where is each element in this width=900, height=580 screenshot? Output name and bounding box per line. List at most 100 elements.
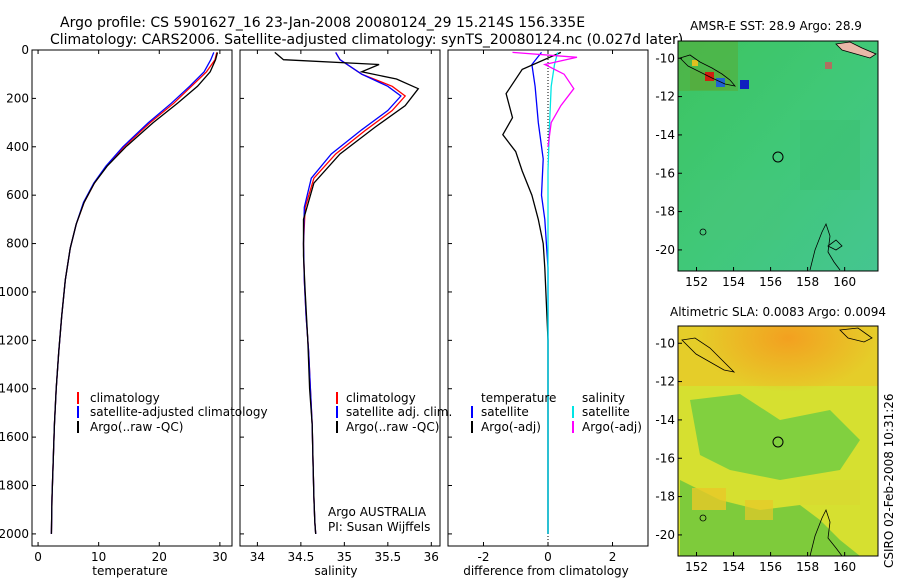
y-tick-label: 1600 bbox=[0, 430, 29, 444]
sla-marker bbox=[772, 436, 784, 448]
credit: Argo AUSTRALIA bbox=[328, 505, 427, 519]
difference-xlabel: difference from climatology bbox=[463, 564, 629, 578]
sst-marker bbox=[772, 151, 784, 163]
legend-temp-argo: Argo(-adj) bbox=[481, 420, 541, 434]
sst-lon-ticks: 152 154 156 158 160 bbox=[685, 267, 856, 289]
legend-salinity-header: salinity bbox=[582, 391, 625, 405]
series-line-satellite-adjusted-climatology bbox=[50, 52, 215, 534]
legend-argo: Argo(..raw -QC) bbox=[346, 420, 439, 434]
coastline bbox=[835, 41, 877, 59]
legend-satellite-adj-clim: satellite adj. clim. bbox=[346, 405, 452, 419]
temperature-panel: 0 10 20 30 0 200 400 600 800 1000 1200 1400 1600 180… bbox=[0, 43, 268, 578]
y-tick-label: 2000 bbox=[0, 527, 29, 541]
lon-tick-label: 160 bbox=[833, 560, 856, 574]
y-tick-label: 200 bbox=[6, 91, 29, 105]
sla-map-axes bbox=[677, 325, 879, 557]
lat-tick-label: -14 bbox=[655, 413, 675, 427]
lat-tick-label: -12 bbox=[655, 90, 675, 104]
contour bbox=[809, 508, 843, 557]
lat-tick-label: -10 bbox=[655, 51, 675, 65]
lon-tick-label: 152 bbox=[685, 560, 708, 574]
sst-map-title: AMSR-E SST: 28.9 Argo: 28.9 bbox=[690, 19, 862, 33]
y-tick-label: 1800 bbox=[0, 479, 29, 493]
legend-temperature-header: temperature bbox=[481, 391, 556, 405]
y-tick-label: 400 bbox=[6, 140, 29, 154]
legend-sal-satellite: satellite bbox=[582, 405, 630, 419]
sla-lat-ticks: -10 -12 -14 -16 -18 -20 bbox=[655, 336, 682, 542]
lon-tick-label: 158 bbox=[796, 275, 819, 289]
series-line-satellite-adj-clim- bbox=[302, 52, 402, 534]
x-tick-label: 10 bbox=[91, 550, 106, 564]
lon-tick-label: 152 bbox=[685, 275, 708, 289]
lon-tick-label: 160 bbox=[833, 275, 856, 289]
lat-tick-label: -10 bbox=[655, 336, 675, 350]
sst-map-axes bbox=[677, 40, 879, 272]
depth-yticks: 0 200 400 600 800 1000 1200 1400 1600 1800 2000 bbox=[0, 43, 36, 541]
y-tick-label: 1000 bbox=[0, 285, 29, 299]
lat-tick-label: -18 bbox=[655, 490, 675, 504]
lon-tick-label: 158 bbox=[796, 560, 819, 574]
y-tick-label: 1400 bbox=[0, 382, 29, 396]
legend-satellite-adjusted-climatology: satellite-adjusted climatology bbox=[90, 405, 268, 419]
y-tick-label: 0 bbox=[21, 43, 29, 57]
lat-tick-label: -20 bbox=[655, 528, 675, 542]
legend-temp-satellite: satellite bbox=[481, 405, 529, 419]
x-tick-label: -2 bbox=[477, 550, 489, 564]
title-line-1: Argo profile: CS 5901627_16 23-Jan-2008 … bbox=[60, 15, 585, 31]
x-tick-label: 20 bbox=[152, 550, 167, 564]
salinity-xlabel: salinity bbox=[314, 564, 357, 578]
x-tick-label: 0 bbox=[34, 550, 42, 564]
lat-tick-label: -20 bbox=[655, 243, 675, 257]
difference-lines bbox=[448, 49, 578, 535]
contour bbox=[827, 239, 843, 251]
lat-tick-label: -18 bbox=[655, 205, 675, 219]
temperature-axes bbox=[31, 49, 233, 547]
series-line-climatology bbox=[50, 52, 218, 534]
x-tick-label: 0 bbox=[544, 550, 552, 564]
sla-map-panel: Altimetric SLA: 0.0083 Argo: 0.0094 152 1… bbox=[655, 305, 886, 574]
sla-map-title: Altimetric SLA: 0.0083 Argo: 0.0094 bbox=[670, 305, 886, 319]
temperature-xlabel: temperature bbox=[92, 564, 167, 578]
legend-sal-argo: Argo(-adj) bbox=[582, 420, 642, 434]
sst-map-panel: AMSR-E SST: 28.9 Argo: 28.9 152 154 156 158… bbox=[655, 19, 879, 289]
series-line-temperature-argo-adj- bbox=[502, 51, 562, 534]
salinity-xticks: 34 34.5 35 35.5 36 bbox=[250, 50, 439, 564]
coastline bbox=[839, 327, 873, 343]
y-tick-label: 600 bbox=[6, 188, 29, 202]
temperature-legend: climatology satellite-adjusted climatolo… bbox=[77, 391, 268, 434]
legend-climatology: climatology bbox=[346, 391, 416, 405]
series-line-argo-raw-qc- bbox=[50, 52, 219, 534]
legend-climatology: climatology bbox=[90, 391, 160, 405]
x-tick-label: 36 bbox=[424, 550, 439, 564]
lat-tick-label: -16 bbox=[655, 166, 675, 180]
difference-xticks: -2 0 2 bbox=[477, 50, 616, 564]
salinity-legend: climatology satellite adj. clim. Argo(..… bbox=[336, 391, 452, 434]
lat-tick-label: -14 bbox=[655, 128, 675, 142]
sst-lat-ticks: -10 -12 -14 -16 -18 -20 bbox=[655, 51, 682, 257]
x-tick-label: 30 bbox=[212, 550, 227, 564]
lat-tick-label: -12 bbox=[655, 375, 675, 389]
lon-tick-label: 156 bbox=[759, 275, 782, 289]
sla-lon-ticks: 152 154 156 158 160 bbox=[685, 552, 856, 574]
y-tick-label: 1200 bbox=[0, 333, 29, 347]
x-tick-label: 35.5 bbox=[374, 550, 401, 564]
lat-tick-label: -16 bbox=[655, 451, 675, 465]
series-line-climatology bbox=[302, 52, 407, 534]
y-tick-label: 800 bbox=[6, 237, 29, 251]
series-line-salinity-argo-adj- bbox=[512, 51, 578, 147]
pi: PI: Susan Wijffels bbox=[328, 520, 430, 534]
difference-legend: temperature satellite Argo(-adj) salinit… bbox=[471, 391, 642, 434]
x-tick-label: 2 bbox=[609, 550, 617, 564]
salinity-axes bbox=[239, 49, 441, 547]
salinity-lines bbox=[240, 49, 420, 535]
temperature-xticks: 0 10 20 30 bbox=[34, 50, 228, 564]
lon-tick-label: 154 bbox=[722, 560, 745, 574]
lon-tick-label: 156 bbox=[759, 560, 782, 574]
x-tick-label: 35 bbox=[337, 550, 352, 564]
x-tick-label: 34 bbox=[250, 550, 265, 564]
temperature-lines bbox=[50, 52, 219, 534]
series-line-argo-raw-qc- bbox=[274, 51, 420, 534]
series-line-salinity-satellite bbox=[547, 52, 559, 534]
coastline bbox=[679, 54, 737, 87]
